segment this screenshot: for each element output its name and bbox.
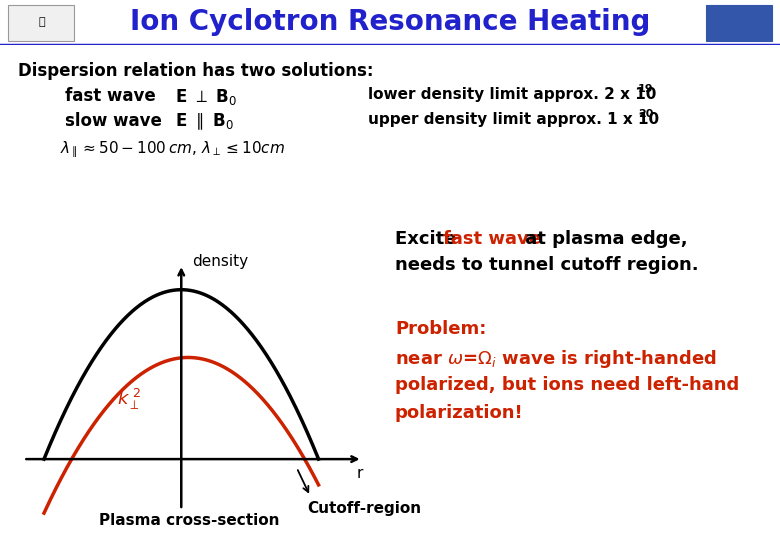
Text: density: density: [192, 254, 248, 269]
Text: Excite: Excite: [395, 230, 463, 248]
Text: lower density limit approx. 2 x 10: lower density limit approx. 2 x 10: [368, 87, 657, 102]
Text: Ion Cyclotron Resonance Heating: Ion Cyclotron Resonance Heating: [129, 8, 651, 36]
Text: r: r: [357, 466, 363, 481]
Text: fast wave: fast wave: [443, 230, 541, 248]
Text: $\lambda_{\parallel} \approx 50-100\,\mathit{cm},\,\lambda_{\perp} \leq 10\mathi: $\lambda_{\parallel} \approx 50-100\,\ma…: [60, 140, 285, 160]
Text: $k_{\perp}^{\ 2}$: $k_{\perp}^{\ 2}$: [117, 387, 141, 413]
Text: needs to tunnel cutoff region.: needs to tunnel cutoff region.: [395, 256, 699, 274]
Text: Dispersion relation has two solutions:: Dispersion relation has two solutions:: [18, 62, 374, 80]
Text: 19: 19: [638, 84, 654, 94]
Text: E $\perp$ B$_0$: E $\perp$ B$_0$: [175, 87, 237, 107]
Text: 🔬: 🔬: [39, 17, 45, 28]
Text: upper density limit approx. 1 x 10: upper density limit approx. 1 x 10: [368, 112, 659, 127]
Text: slow wave: slow wave: [65, 112, 162, 130]
Text: polarization!: polarization!: [395, 404, 523, 422]
Bar: [8, 5, 74, 41]
Text: fast wave: fast wave: [65, 87, 156, 105]
Text: E $\parallel$ B$_0$: E $\parallel$ B$_0$: [175, 112, 234, 132]
Text: Plasma cross-section: Plasma cross-section: [99, 514, 279, 528]
Bar: [706, 5, 772, 41]
Text: near $\omega$=$\Omega_i$ wave is right-handed: near $\omega$=$\Omega_i$ wave is right-h…: [395, 348, 717, 370]
Text: Problem:: Problem:: [395, 320, 487, 338]
Text: polarized, but ions need left-hand: polarized, but ions need left-hand: [395, 376, 739, 394]
Text: 20: 20: [638, 109, 654, 119]
Text: Cutoff-region: Cutoff-region: [307, 502, 422, 516]
Text: at plasma edge,: at plasma edge,: [519, 230, 688, 248]
